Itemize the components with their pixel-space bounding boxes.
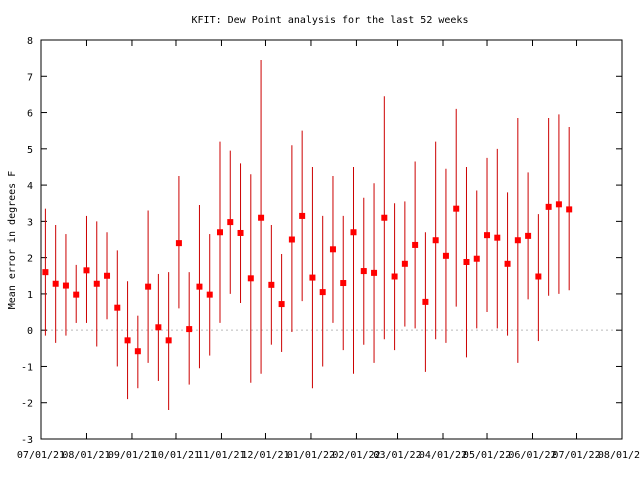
- data-point: [381, 214, 388, 221]
- data-point: [514, 237, 521, 244]
- data-point: [52, 280, 59, 287]
- data-point: [258, 214, 265, 221]
- data-point: [309, 274, 316, 281]
- x-tick-label: 09/01/21: [108, 450, 156, 461]
- data-point: [145, 283, 152, 290]
- x-tick-label: 03/01/22: [373, 450, 421, 461]
- data-point: [42, 269, 49, 276]
- data-point: [62, 282, 69, 289]
- data-point: [83, 267, 90, 274]
- data-point: [278, 301, 285, 308]
- x-tick-label: 07/01/22: [552, 450, 600, 461]
- data-point: [124, 337, 131, 344]
- x-tick-label: 10/01/21: [152, 450, 200, 461]
- data-point: [371, 269, 378, 276]
- y-tick-label: 4: [27, 181, 33, 192]
- data-point: [401, 260, 408, 267]
- data-point: [104, 272, 111, 279]
- error-bars: [44, 59, 570, 410]
- data-point: [463, 258, 470, 265]
- data-point: [484, 232, 491, 239]
- data-point: [114, 304, 121, 311]
- y-tick-label: 7: [27, 72, 33, 83]
- x-tick-label: 04/01/22: [419, 450, 467, 461]
- data-point: [196, 283, 203, 290]
- y-tick-label: 1: [27, 290, 33, 301]
- x-tick-label: 08/01/21: [62, 450, 110, 461]
- chart-title: KFIT: Dew Point analysis for the last 52…: [192, 15, 469, 26]
- x-tick-label: 02/01/22: [332, 450, 380, 461]
- x-tick-label: 05/01/22: [463, 450, 511, 461]
- data-point: [299, 212, 306, 219]
- data-point: [494, 234, 501, 241]
- x-tick-label: 11/01/21: [197, 450, 245, 461]
- y-tick-label: 5: [27, 145, 33, 156]
- data-point: [442, 252, 449, 259]
- x-tick-label: 12/01/21: [241, 450, 289, 461]
- data-point: [473, 255, 480, 262]
- data-point: [555, 201, 562, 208]
- data-point: [319, 289, 326, 296]
- data-point: [525, 232, 532, 239]
- data-point: [155, 324, 162, 331]
- data-point: [360, 268, 367, 275]
- data-point: [288, 236, 295, 243]
- data-point: [247, 275, 254, 282]
- data-point: [73, 291, 80, 298]
- y-tick-label: -2: [21, 399, 33, 410]
- data-point: [93, 280, 100, 287]
- data-point: [329, 246, 336, 253]
- data-points: [42, 201, 573, 355]
- y-tick-label: -3: [21, 435, 33, 446]
- y-tick-label: -1: [21, 362, 33, 373]
- data-point: [227, 219, 234, 226]
- data-point: [350, 229, 357, 236]
- y-tick-label: 0: [27, 326, 33, 337]
- y-axis-label: Mean error in degrees F: [7, 171, 18, 309]
- y-tick-label: 6: [27, 109, 33, 120]
- data-point: [422, 298, 429, 305]
- data-point: [165, 337, 172, 344]
- data-point: [237, 229, 244, 236]
- x-tick-label: 07/01/21: [17, 450, 65, 461]
- y-axis: -3 -2 -1 0 1 2 3 4 5 6 7 8: [21, 36, 622, 446]
- plot-frame: [40, 39, 623, 440]
- data-point: [453, 205, 460, 212]
- data-point: [340, 280, 347, 287]
- x-tick-label: 06/01/22: [508, 450, 556, 461]
- x-axis: 07/01/2108/01/2109/01/2110/01/2111/01/21…: [17, 40, 640, 461]
- data-point: [412, 241, 419, 248]
- data-point: [216, 229, 223, 236]
- data-point: [186, 326, 193, 333]
- y-tick-label: 2: [27, 254, 33, 265]
- x-tick-label: 08/01/22: [598, 450, 640, 461]
- x-tick-label: 01/01/22: [287, 450, 335, 461]
- data-point: [206, 291, 213, 298]
- data-point: [566, 206, 573, 213]
- data-point: [504, 260, 511, 267]
- data-point: [268, 281, 275, 288]
- data-point: [535, 273, 542, 280]
- y-tick-label: 3: [27, 217, 33, 228]
- y-tick-label: 8: [27, 36, 33, 47]
- data-point: [545, 203, 552, 210]
- data-point: [175, 240, 182, 247]
- data-point: [432, 237, 439, 244]
- data-point: [391, 273, 398, 280]
- data-point: [134, 348, 141, 355]
